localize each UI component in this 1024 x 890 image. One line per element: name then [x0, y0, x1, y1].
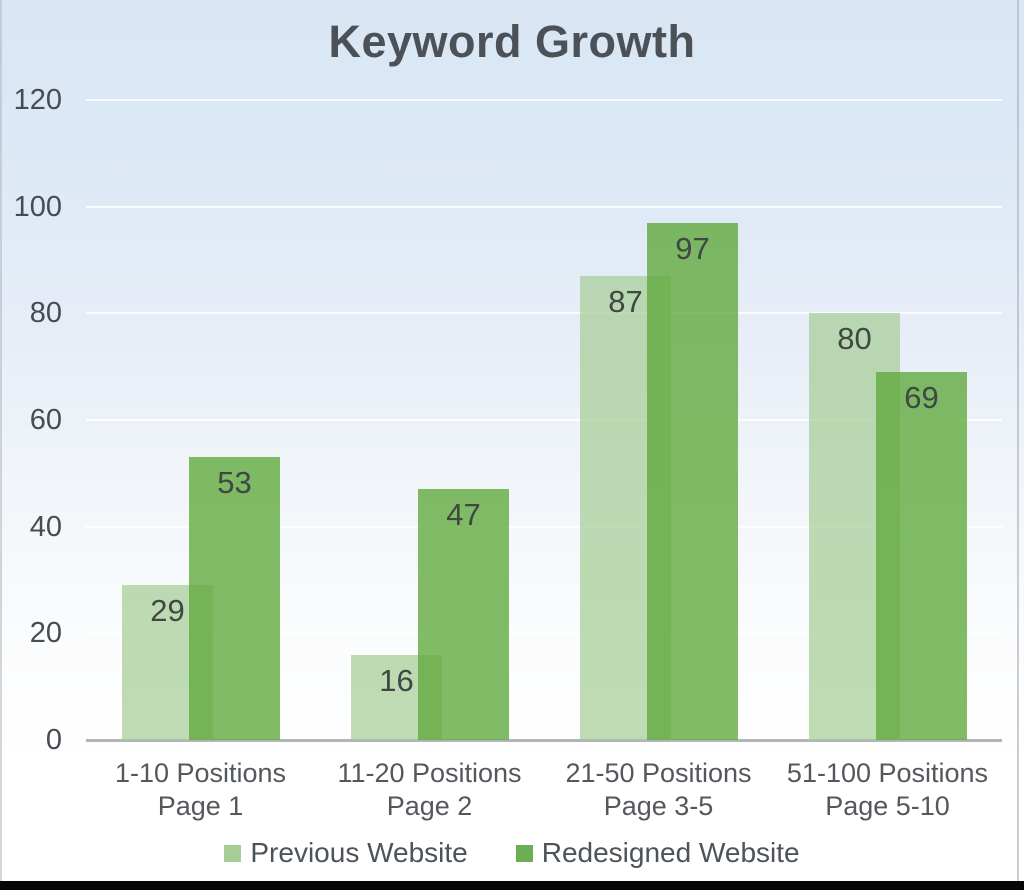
category-label-line: Page 3-5 — [603, 791, 714, 821]
bar-redesigned-website: 97 — [647, 222, 738, 740]
category-label: 21-50 Positions Page 3-5 — [539, 757, 779, 823]
category-label-line: Page 1 — [157, 791, 244, 821]
legend: Previous Website Redesigned Website — [0, 836, 1024, 870]
y-tick-label: 80 — [29, 297, 62, 330]
gridline — [86, 312, 1002, 315]
frame-left-edge — [0, 0, 2, 890]
legend-swatch-icon — [224, 844, 242, 862]
bar-value-label: 80 — [837, 321, 872, 357]
category-label-line: Page 2 — [386, 791, 473, 821]
bar-redesigned-website: 47 — [418, 489, 509, 740]
category-label-line: 51-100 Positions — [786, 758, 989, 788]
gridline — [86, 525, 1002, 528]
legend-item: Previous Website — [224, 836, 468, 870]
legend-swatch-icon — [515, 844, 533, 862]
y-tick-label: 0 — [45, 724, 62, 756]
y-tick-label: 100 — [13, 190, 62, 223]
legend-label: Redesigned Website — [541, 837, 800, 868]
x-axis-line — [86, 739, 1002, 742]
frame-bottom-strip — [0, 881, 1024, 890]
chart-title: Keyword Growth — [328, 16, 696, 67]
category-label: 51-100 Positions Page 5-10 — [768, 757, 1008, 823]
y-tick-label: 40 — [29, 510, 62, 543]
y-tick-label: 20 — [29, 617, 62, 650]
category-label: 11-20 Positions Page 2 — [310, 757, 550, 823]
gridline — [86, 632, 1002, 635]
legend-item: Redesigned Website — [515, 836, 800, 870]
y-tick-label: 120 — [13, 84, 62, 117]
category-label-line: 1-10 Positions — [114, 758, 287, 788]
gridline — [86, 99, 1002, 102]
gridline — [86, 419, 1002, 422]
bar-value-label: 69 — [904, 380, 939, 416]
bar-value-label: 29 — [150, 593, 185, 629]
gridline — [86, 205, 1002, 208]
bar-value-label: 47 — [446, 497, 481, 533]
frame-right-edge — [1017, 0, 1019, 890]
bar-value-label: 87 — [608, 284, 643, 320]
category-label: 1-10 Positions Page 1 — [81, 757, 321, 823]
category-label-line: 21-50 Positions — [565, 758, 752, 788]
category-label-line: 11-20 Positions — [337, 758, 522, 788]
category-label-line: Page 5-10 — [825, 791, 950, 821]
y-tick-label: 60 — [29, 404, 62, 437]
bar-redesigned-website: 53 — [189, 457, 280, 740]
bar-redesigned-website: 69 — [876, 372, 967, 740]
bar-value-label: 97 — [675, 230, 710, 266]
bar-value-label: 53 — [217, 465, 252, 501]
legend-label: Previous Website — [250, 837, 468, 868]
bar-value-label: 16 — [379, 662, 414, 698]
